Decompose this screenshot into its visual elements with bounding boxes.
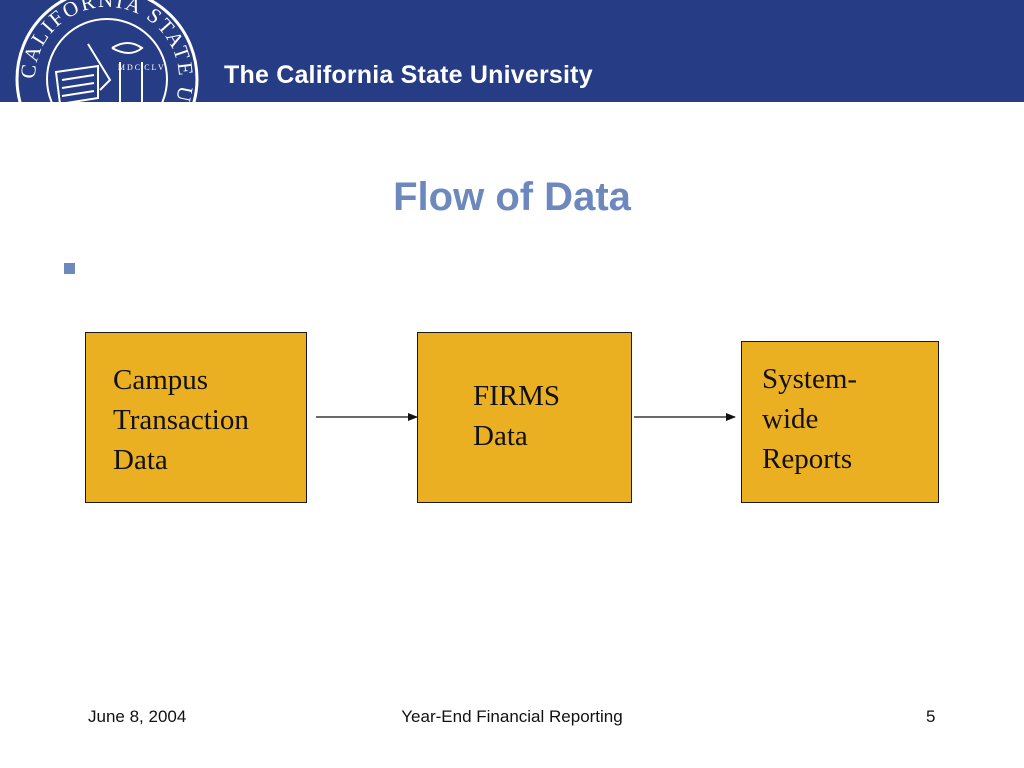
footer-presentation-title: Year-End Financial Reporting xyxy=(401,707,623,726)
bullet-marker xyxy=(64,263,75,274)
flow-node-firms-data: FIRMS Data xyxy=(417,332,632,503)
slide-title: Flow of Data xyxy=(393,175,631,219)
flow-node-label: Campus Transaction Data xyxy=(113,364,249,476)
footer-page-number: 5 xyxy=(926,707,936,726)
flow-node-label: FIRMS Data xyxy=(473,380,561,452)
org-name: The California State University xyxy=(224,61,593,89)
flow-node-label: System- wide Reports xyxy=(762,363,858,475)
seal-year-left: M D C xyxy=(118,63,140,72)
seal-year-right: C L V xyxy=(144,63,164,72)
csu-seal-logo: CALIFORNIA STATE UNIVERSITY M D C C L V xyxy=(15,0,199,102)
flow-node-campus-transaction-data: Campus Transaction Data xyxy=(85,332,307,503)
footer-date: June 8, 2004 xyxy=(88,707,187,726)
flow-node-system-wide-reports: System- wide Reports xyxy=(741,341,939,503)
header-bar: CALIFORNIA STATE UNIVERSITY M D C C L V … xyxy=(0,0,1024,102)
